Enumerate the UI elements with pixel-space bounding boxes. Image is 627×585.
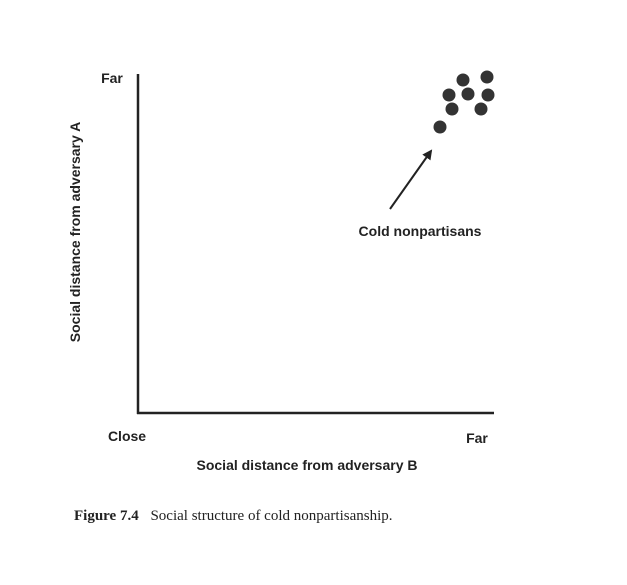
y-axis-label: Social distance from adversary A: [67, 122, 83, 342]
dot: [433, 120, 447, 134]
caption-text: Social structure of cold nonpartisanship…: [150, 508, 392, 524]
x-axis-max-label: Far: [466, 430, 488, 446]
dot: [481, 88, 495, 102]
dot: [474, 102, 488, 116]
x-axis-min-label: Close: [108, 428, 146, 444]
dot: [442, 88, 456, 102]
dot: [480, 70, 494, 84]
dot-cluster: [433, 70, 495, 134]
caption-number: Figure 7.4: [74, 508, 139, 524]
caption: Figure 7.4 Social structure of cold nonp…: [74, 508, 393, 524]
dot: [461, 87, 475, 101]
x-axis-label: Social distance from adversary B: [197, 457, 418, 473]
dot: [456, 73, 470, 87]
arrow: [389, 149, 433, 210]
y-axis-max-label: Far: [101, 70, 123, 86]
dot: [445, 102, 459, 116]
annotation: Cold nonpartisans: [359, 223, 482, 239]
